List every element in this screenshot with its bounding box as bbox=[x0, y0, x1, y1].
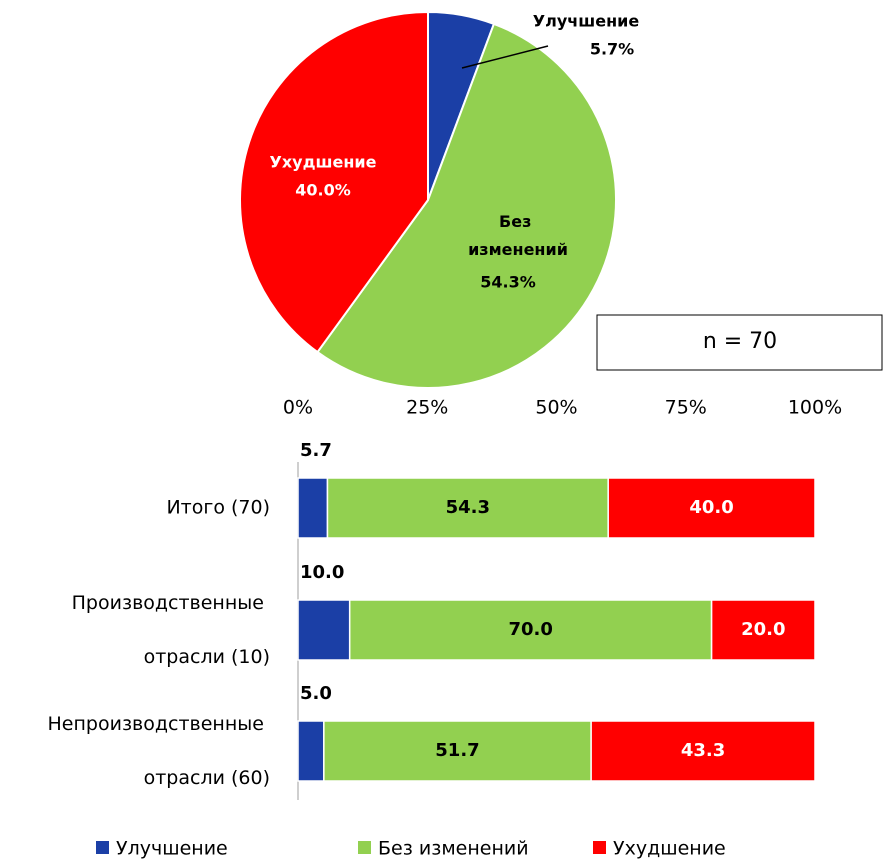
x-tick-label: 0% bbox=[283, 397, 313, 419]
bar-segment bbox=[297, 720, 325, 782]
value-label: 70.0 bbox=[508, 619, 552, 640]
legend-label: Без изменений bbox=[378, 838, 529, 860]
bar-segment bbox=[607, 477, 816, 539]
slice-label: Без изменений bbox=[468, 212, 568, 259]
value-label: 5.7 bbox=[300, 440, 332, 461]
legend-swatch bbox=[593, 841, 606, 854]
legend-label: Улучшение bbox=[116, 838, 228, 860]
pie-slice bbox=[316, 22, 617, 389]
bar-segment bbox=[297, 477, 329, 539]
y-tick-label: Непроизводственные отрасли (60) bbox=[48, 713, 270, 789]
value-label: 43.3 bbox=[681, 740, 725, 761]
bar-segment bbox=[710, 599, 816, 661]
value-label: 40.0 bbox=[689, 497, 733, 518]
slice-value-label: 40.0% bbox=[295, 181, 351, 200]
value-label: 54.3 bbox=[446, 497, 490, 518]
legend-swatch bbox=[358, 841, 371, 854]
bar-segment bbox=[297, 599, 351, 661]
slice-label: Ухудшение bbox=[270, 153, 377, 172]
bar-segment bbox=[590, 720, 816, 782]
x-tick-label: 25% bbox=[406, 397, 448, 419]
x-tick-label: 50% bbox=[535, 397, 577, 419]
slice-value-label: 54.3% bbox=[480, 273, 536, 292]
legend-label: Ухудшение bbox=[613, 838, 726, 860]
x-tick-label: 75% bbox=[665, 397, 707, 419]
x-tick-label: 100% bbox=[788, 397, 842, 419]
bar-segment bbox=[323, 720, 592, 782]
y-tick-label: Итого (70) bbox=[166, 497, 270, 519]
slice-label: Улучшение bbox=[533, 12, 640, 31]
value-label: 20.0 bbox=[741, 619, 785, 640]
value-label: 5.0 bbox=[300, 683, 332, 704]
y-tick-label: Производственные отрасли (10) bbox=[72, 592, 270, 668]
value-label: 10.0 bbox=[300, 562, 344, 583]
leader-line bbox=[461, 45, 549, 69]
value-label: 51.7 bbox=[435, 740, 479, 761]
pie-slice bbox=[239, 10, 429, 354]
slice-value-label: 5.7% bbox=[590, 40, 634, 59]
legend-swatch bbox=[96, 841, 109, 854]
annotation-box bbox=[596, 314, 883, 371]
annotation: n = 70 bbox=[703, 329, 777, 354]
